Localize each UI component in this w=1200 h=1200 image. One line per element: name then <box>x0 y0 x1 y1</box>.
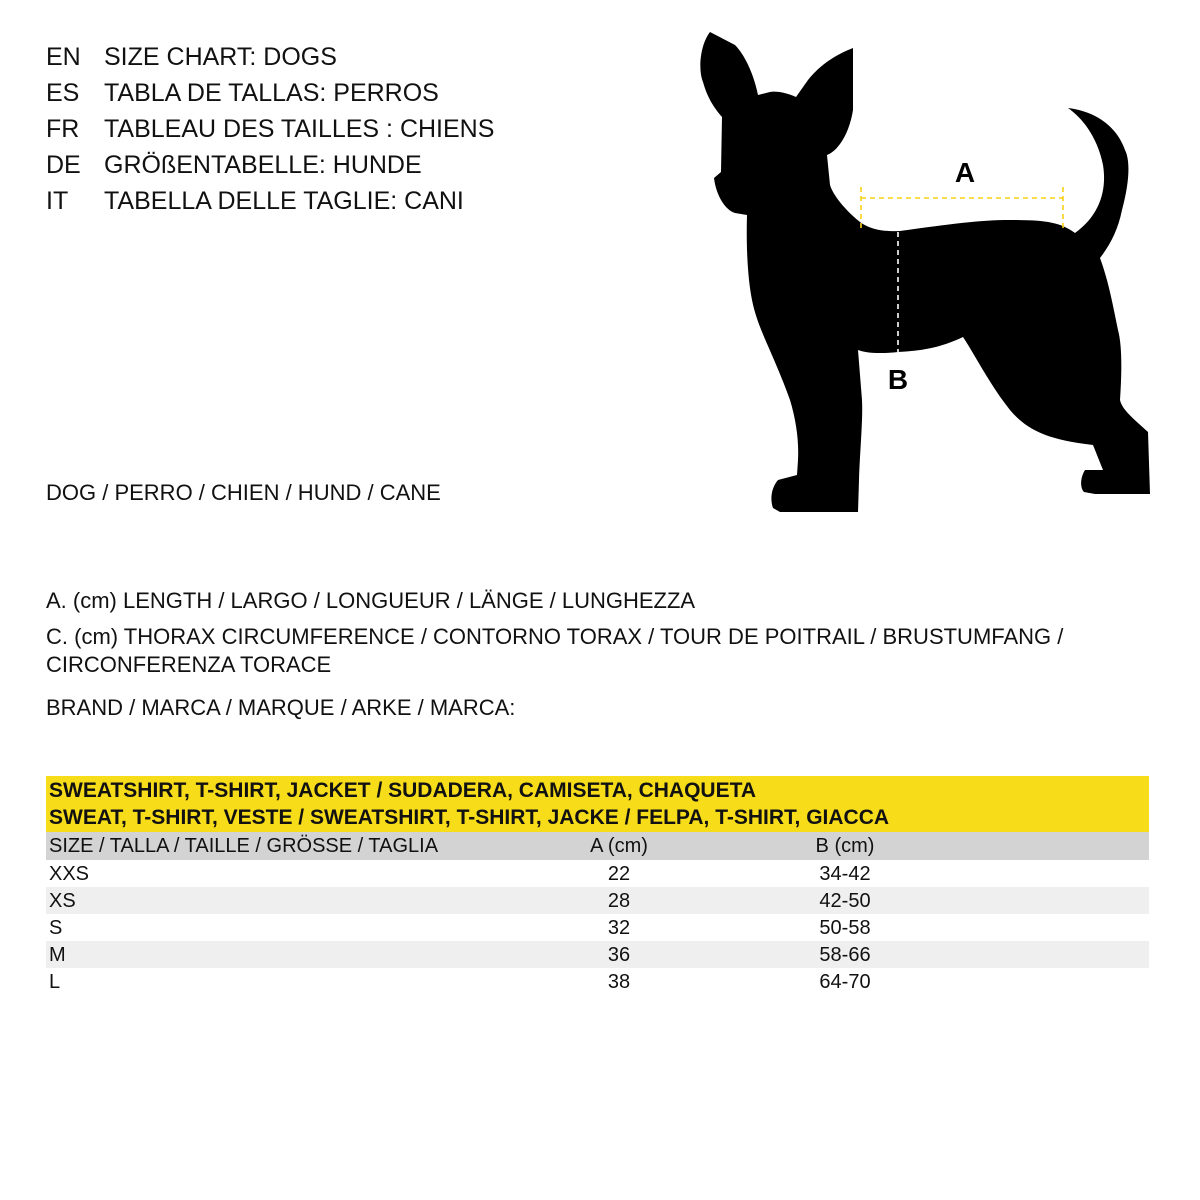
table-title-line1: SWEATSHIRT, T-SHIRT, JACKET / SUDADERA, … <box>49 779 757 802</box>
measure-line-a <box>860 187 1064 232</box>
cell-size: XS <box>49 889 76 912</box>
title-it: IT TABELLA DELLE TAGLIE: CANI <box>46 183 606 219</box>
legend-thorax: C. (cm) THORAX CIRCUMFERENCE / CONTORNO … <box>46 624 1064 677</box>
lang-code: DE <box>46 151 81 179</box>
cell-size: S <box>49 916 63 939</box>
table-header-row: SIZE / TALLA / TAILLE / GRÖSSE / TAGLIA … <box>46 832 1149 860</box>
lang-code: FR <box>46 115 80 143</box>
cell-size: M <box>49 943 66 966</box>
lang-code: IT <box>46 187 69 215</box>
cell-size: L <box>49 970 61 993</box>
label-b: B <box>888 364 908 395</box>
title-fr: FR TABLEAU DES TAILLES : CHIENS <box>46 111 606 147</box>
cell-a: 22 <box>607 862 631 885</box>
title-text: SIZE CHART: DOGS <box>104 43 337 71</box>
cell-a: 28 <box>607 889 631 912</box>
table-title-line2: SWEAT, T-SHIRT, VESTE / SWEATSHIRT, T-SH… <box>49 806 890 829</box>
cell-a: 32 <box>607 916 631 939</box>
table-title: SWEATSHIRT, T-SHIRT, JACKET / SUDADERA, … <box>46 776 1149 832</box>
animal-label: DOG / PERRO / CHIEN / HUND / CANE <box>46 480 441 505</box>
table-row: XXS 22 34-42 <box>46 860 1149 887</box>
dog-measurement-diagram: A B <box>700 32 1150 512</box>
cell-b: 34-42 <box>819 862 871 885</box>
lang-code: ES <box>46 79 80 107</box>
column-header-size: SIZE / TALLA / TAILLE / GRÖSSE / TAGLIA <box>49 835 439 857</box>
table-row: M 36 58-66 <box>46 941 1149 968</box>
title-es: ES TABLA DE TALLAS: PERROS <box>46 75 606 111</box>
brand-label: BRAND / MARCA / MARQUE / ARKE / MARCA: <box>46 695 516 720</box>
cell-size: XXS <box>49 862 90 885</box>
title-text: TABLEAU DES TAILLES : CHIENS <box>104 115 495 143</box>
cell-a: 38 <box>607 970 631 993</box>
dog-silhouette <box>700 32 1150 512</box>
title-text: TABELLA DELLE TAGLIE: CANI <box>104 187 464 215</box>
table-row: S 32 50-58 <box>46 914 1149 941</box>
title-en: EN SIZE CHART: DOGS <box>46 39 606 75</box>
column-header-b: B (cm) <box>815 835 875 857</box>
cell-b: 64-70 <box>819 970 871 993</box>
cell-b: 50-58 <box>819 916 871 939</box>
title-de: DE GRÖßENTABELLE: HUNDE <box>46 147 606 183</box>
legend-length: A. (cm) LENGTH / LARGO / LONGUEUR / LÄNG… <box>46 588 696 613</box>
table-row: L 38 64-70 <box>46 968 1149 995</box>
cell-b: 42-50 <box>819 889 871 912</box>
label-a: A <box>955 157 975 188</box>
cell-b: 58-66 <box>819 943 871 966</box>
title-text: GRÖßENTABELLE: HUNDE <box>104 151 422 179</box>
title-text: TABLA DE TALLAS: PERROS <box>104 79 439 107</box>
size-table: SWEATSHIRT, T-SHIRT, JACKET / SUDADERA, … <box>46 776 1149 995</box>
lang-code: EN <box>46 43 81 71</box>
column-header-a: A (cm) <box>590 835 648 857</box>
cell-a: 36 <box>607 943 631 966</box>
table-row: XS 28 42-50 <box>46 887 1149 914</box>
